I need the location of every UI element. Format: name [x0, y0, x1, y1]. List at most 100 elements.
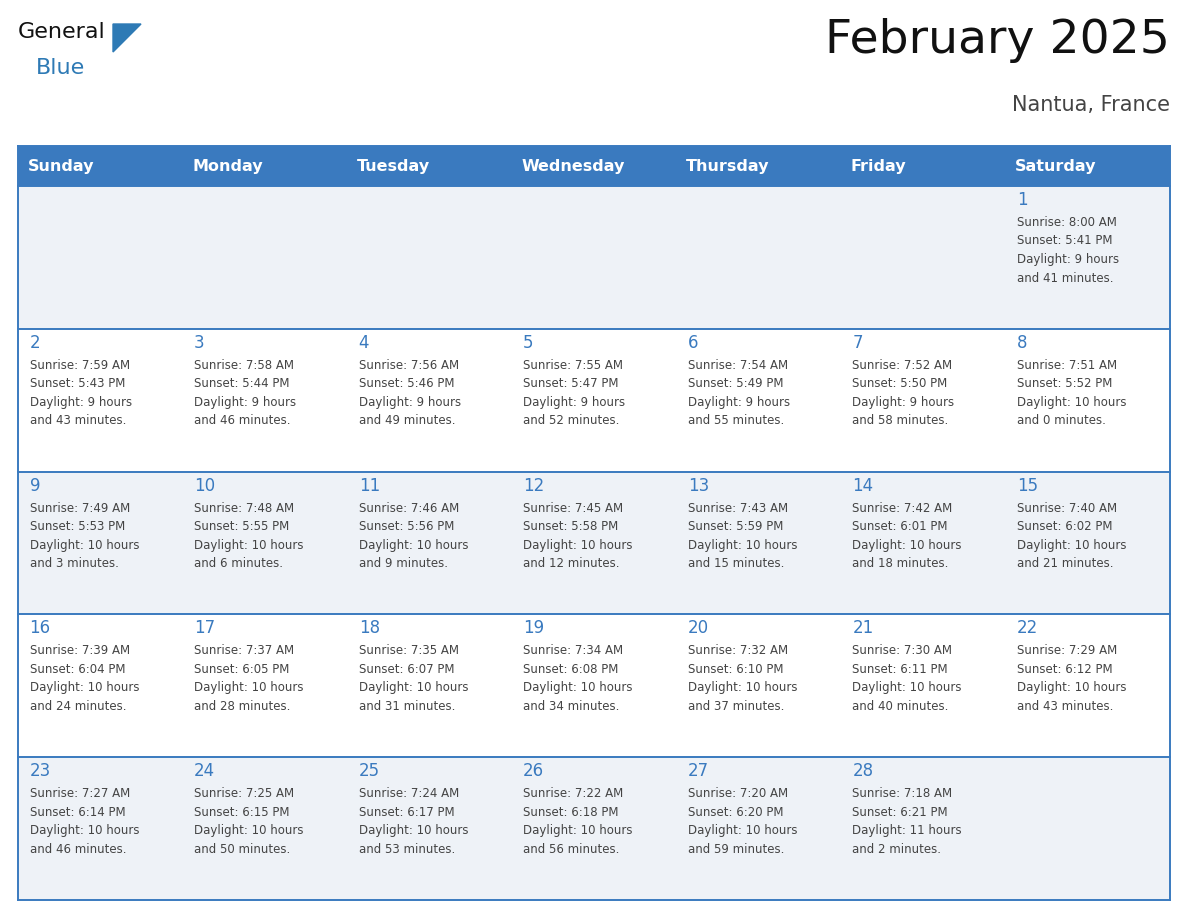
Text: and 0 minutes.: and 0 minutes.: [1017, 414, 1106, 427]
Text: Nantua, France: Nantua, France: [1012, 95, 1170, 115]
Text: 16: 16: [30, 620, 51, 637]
Text: 3: 3: [194, 334, 204, 352]
Text: 1: 1: [1017, 191, 1028, 209]
Text: and 49 minutes.: and 49 minutes.: [359, 414, 455, 427]
Text: Sunrise: 7:22 AM: Sunrise: 7:22 AM: [523, 788, 624, 800]
Text: Daylight: 9 hours: Daylight: 9 hours: [1017, 253, 1119, 266]
Text: February 2025: February 2025: [826, 18, 1170, 63]
Text: and 9 minutes.: and 9 minutes.: [359, 557, 448, 570]
Text: Sunrise: 7:46 AM: Sunrise: 7:46 AM: [359, 501, 459, 515]
Text: Sunday: Sunday: [27, 159, 94, 174]
Text: Sunrise: 7:34 AM: Sunrise: 7:34 AM: [523, 644, 624, 657]
Text: 26: 26: [523, 762, 544, 780]
Text: Sunrise: 7:49 AM: Sunrise: 7:49 AM: [30, 501, 129, 515]
Text: Sunset: 5:43 PM: Sunset: 5:43 PM: [30, 377, 125, 390]
Text: Daylight: 11 hours: Daylight: 11 hours: [852, 824, 962, 837]
Text: Daylight: 10 hours: Daylight: 10 hours: [852, 539, 962, 552]
Text: Sunset: 6:05 PM: Sunset: 6:05 PM: [194, 663, 290, 676]
Text: Daylight: 10 hours: Daylight: 10 hours: [1017, 681, 1126, 694]
Text: Wednesday: Wednesday: [522, 159, 625, 174]
Text: Saturday: Saturday: [1016, 159, 1097, 174]
Text: Sunrise: 7:20 AM: Sunrise: 7:20 AM: [688, 788, 788, 800]
Text: 2: 2: [30, 334, 40, 352]
Text: and 59 minutes.: and 59 minutes.: [688, 843, 784, 856]
Text: Daylight: 10 hours: Daylight: 10 hours: [194, 681, 304, 694]
Text: Daylight: 10 hours: Daylight: 10 hours: [1017, 539, 1126, 552]
Text: Sunset: 5:50 PM: Sunset: 5:50 PM: [852, 377, 948, 390]
Text: Sunrise: 7:51 AM: Sunrise: 7:51 AM: [1017, 359, 1117, 372]
Bar: [18, 472, 1170, 614]
Text: Daylight: 10 hours: Daylight: 10 hours: [688, 681, 797, 694]
Text: Sunrise: 7:29 AM: Sunrise: 7:29 AM: [1017, 644, 1117, 657]
Text: Sunrise: 7:48 AM: Sunrise: 7:48 AM: [194, 501, 295, 515]
Text: Sunrise: 8:00 AM: Sunrise: 8:00 AM: [1017, 216, 1117, 229]
Text: and 15 minutes.: and 15 minutes.: [688, 557, 784, 570]
Text: and 24 minutes.: and 24 minutes.: [30, 700, 126, 713]
Bar: [18, 329, 1170, 472]
Text: Daylight: 9 hours: Daylight: 9 hours: [523, 396, 625, 409]
Text: and 34 minutes.: and 34 minutes.: [523, 700, 620, 713]
Text: Daylight: 10 hours: Daylight: 10 hours: [30, 681, 139, 694]
Text: Daylight: 10 hours: Daylight: 10 hours: [523, 539, 633, 552]
Bar: [18, 757, 1170, 900]
Text: Sunset: 6:11 PM: Sunset: 6:11 PM: [852, 663, 948, 676]
Text: 21: 21: [852, 620, 873, 637]
Text: Daylight: 9 hours: Daylight: 9 hours: [194, 396, 296, 409]
Text: Daylight: 10 hours: Daylight: 10 hours: [194, 539, 304, 552]
Text: Daylight: 10 hours: Daylight: 10 hours: [852, 681, 962, 694]
Text: Sunrise: 7:58 AM: Sunrise: 7:58 AM: [194, 359, 295, 372]
Text: Sunrise: 7:59 AM: Sunrise: 7:59 AM: [30, 359, 129, 372]
Text: 4: 4: [359, 334, 369, 352]
Text: Sunrise: 7:55 AM: Sunrise: 7:55 AM: [523, 359, 624, 372]
Text: Thursday: Thursday: [687, 159, 770, 174]
Text: Sunset: 6:21 PM: Sunset: 6:21 PM: [852, 806, 948, 819]
Text: Sunrise: 7:18 AM: Sunrise: 7:18 AM: [852, 788, 953, 800]
Text: 17: 17: [194, 620, 215, 637]
Text: Sunrise: 7:42 AM: Sunrise: 7:42 AM: [852, 501, 953, 515]
Text: Sunset: 6:10 PM: Sunset: 6:10 PM: [688, 663, 783, 676]
Text: and 50 minutes.: and 50 minutes.: [194, 843, 290, 856]
Text: Sunrise: 7:25 AM: Sunrise: 7:25 AM: [194, 788, 295, 800]
Text: Sunrise: 7:32 AM: Sunrise: 7:32 AM: [688, 644, 788, 657]
Text: and 21 minutes.: and 21 minutes.: [1017, 557, 1113, 570]
Text: and 12 minutes.: and 12 minutes.: [523, 557, 620, 570]
Text: and 18 minutes.: and 18 minutes.: [852, 557, 949, 570]
Text: Sunrise: 7:24 AM: Sunrise: 7:24 AM: [359, 788, 459, 800]
Text: Sunrise: 7:39 AM: Sunrise: 7:39 AM: [30, 644, 129, 657]
Text: Daylight: 9 hours: Daylight: 9 hours: [359, 396, 461, 409]
Text: and 2 minutes.: and 2 minutes.: [852, 843, 941, 856]
Text: Sunrise: 7:54 AM: Sunrise: 7:54 AM: [688, 359, 788, 372]
Text: 8: 8: [1017, 334, 1028, 352]
Text: Sunset: 5:53 PM: Sunset: 5:53 PM: [30, 521, 125, 533]
Text: Sunrise: 7:30 AM: Sunrise: 7:30 AM: [852, 644, 953, 657]
Text: Daylight: 10 hours: Daylight: 10 hours: [194, 824, 304, 837]
Text: 23: 23: [30, 762, 51, 780]
Text: 15: 15: [1017, 476, 1038, 495]
Text: and 43 minutes.: and 43 minutes.: [30, 414, 126, 427]
Text: 24: 24: [194, 762, 215, 780]
Text: and 3 minutes.: and 3 minutes.: [30, 557, 119, 570]
Text: Daylight: 10 hours: Daylight: 10 hours: [359, 681, 468, 694]
Text: and 53 minutes.: and 53 minutes.: [359, 843, 455, 856]
Text: Tuesday: Tuesday: [358, 159, 430, 174]
Text: 5: 5: [523, 334, 533, 352]
Text: Sunrise: 7:56 AM: Sunrise: 7:56 AM: [359, 359, 459, 372]
Text: and 46 minutes.: and 46 minutes.: [30, 843, 126, 856]
Text: Sunset: 6:01 PM: Sunset: 6:01 PM: [852, 521, 948, 533]
Text: and 6 minutes.: and 6 minutes.: [194, 557, 283, 570]
Text: Daylight: 9 hours: Daylight: 9 hours: [30, 396, 132, 409]
Text: 13: 13: [688, 476, 709, 495]
Text: 12: 12: [523, 476, 544, 495]
Text: and 56 minutes.: and 56 minutes.: [523, 843, 620, 856]
Text: Sunset: 5:52 PM: Sunset: 5:52 PM: [1017, 377, 1112, 390]
Text: and 46 minutes.: and 46 minutes.: [194, 414, 291, 427]
Text: 20: 20: [688, 620, 709, 637]
Text: Daylight: 10 hours: Daylight: 10 hours: [30, 539, 139, 552]
Text: 25: 25: [359, 762, 380, 780]
Text: Sunrise: 7:35 AM: Sunrise: 7:35 AM: [359, 644, 459, 657]
Text: Sunset: 5:44 PM: Sunset: 5:44 PM: [194, 377, 290, 390]
Text: 28: 28: [852, 762, 873, 780]
Text: Sunset: 6:18 PM: Sunset: 6:18 PM: [523, 806, 619, 819]
Text: Sunset: 5:59 PM: Sunset: 5:59 PM: [688, 521, 783, 533]
Text: Daylight: 9 hours: Daylight: 9 hours: [852, 396, 954, 409]
